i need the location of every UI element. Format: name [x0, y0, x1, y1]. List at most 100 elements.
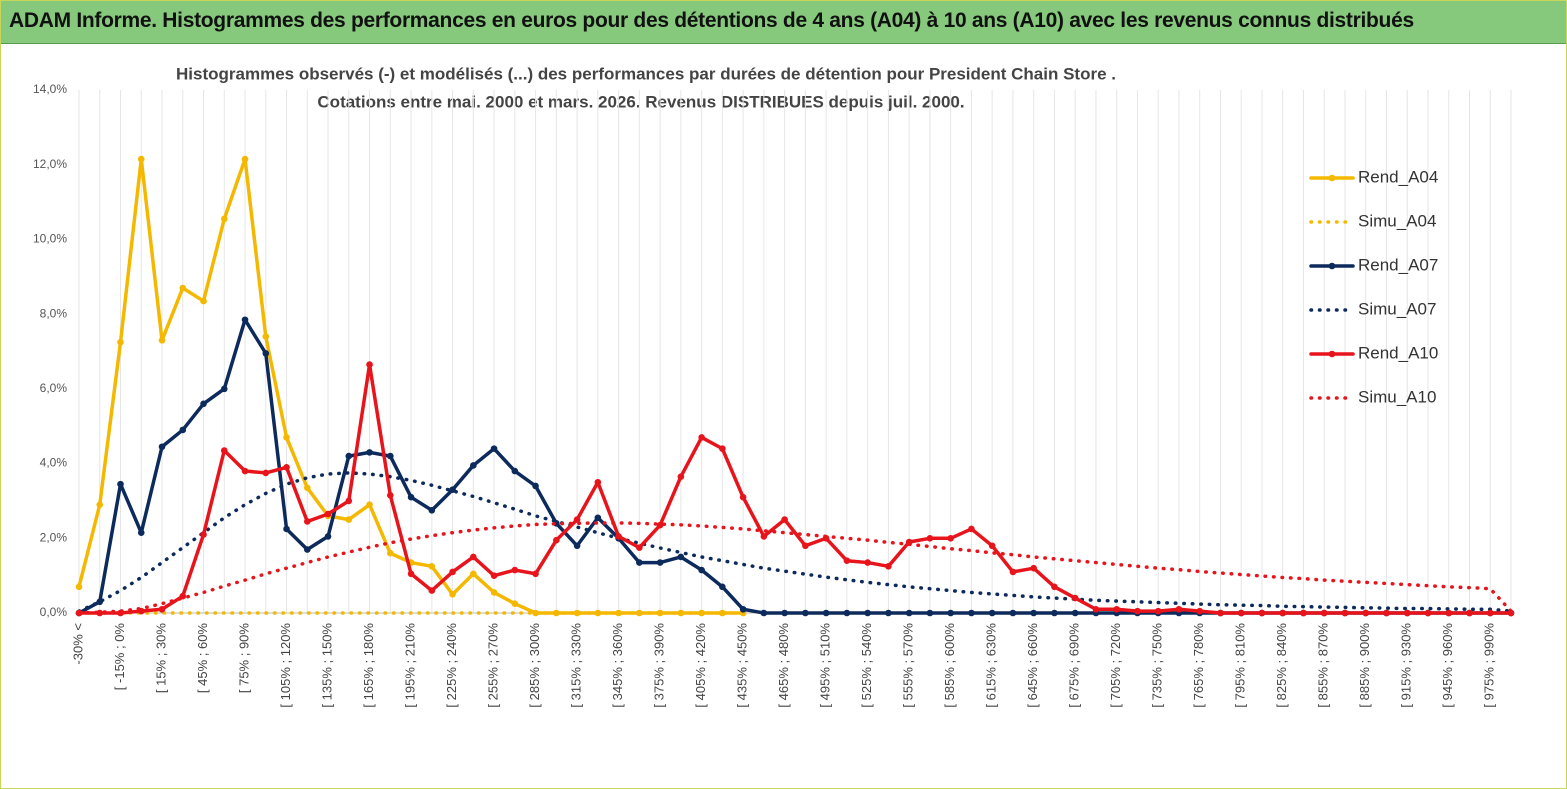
series-marker [428, 587, 436, 594]
series-marker [947, 534, 954, 542]
y-tick-label: 6,0% [40, 381, 68, 395]
series-marker [1092, 605, 1100, 613]
y-tick-label: 8,0% [40, 306, 68, 320]
series-marker [698, 566, 705, 574]
series-marker [511, 566, 519, 574]
series-line [77, 471, 1513, 613]
series-marker [366, 361, 373, 368]
series-marker [428, 506, 436, 514]
legend-label: Simu_A04 [1358, 211, 1436, 230]
x-tick-label: [ 915% ; 930% [1399, 623, 1414, 708]
x-tick-label: [ 225% ; 240% [444, 623, 459, 708]
series-marker [885, 563, 892, 570]
series-marker [1030, 564, 1037, 572]
series-marker [96, 501, 104, 508]
x-tick-label: [ 15% ; 30% [153, 623, 168, 694]
series-marker [760, 609, 768, 617]
series-marker [1424, 609, 1432, 617]
series-marker [532, 482, 539, 490]
series-marker [1175, 605, 1183, 613]
series-marker [158, 336, 166, 344]
series-marker [988, 609, 996, 617]
series-marker [739, 605, 747, 613]
series-marker [449, 591, 456, 598]
series-marker [1486, 609, 1494, 617]
series-line [77, 362, 1513, 615]
series-marker [220, 447, 228, 454]
x-tick-label: [ 465% ; 480% [776, 623, 791, 708]
series-marker [428, 563, 436, 570]
x-tick-label: [ -15% ; 0% [112, 623, 127, 691]
series-marker [1362, 609, 1370, 617]
series-marker [1217, 609, 1224, 617]
x-tick-label: [ 375% ; 390% [652, 623, 667, 708]
series-marker [926, 534, 934, 542]
legend-marker [1328, 262, 1336, 270]
series-marker [262, 333, 270, 340]
series-marker [303, 484, 311, 492]
y-tick-label: 12,0% [33, 157, 67, 171]
x-tick-label: [ 735% ; 750% [1150, 623, 1165, 708]
series-marker [1237, 609, 1245, 617]
series-marker [1279, 609, 1287, 617]
x-tick-label: [ 105% ; 120% [278, 623, 293, 708]
x-tick-label: [ 255% ; 270% [486, 623, 501, 708]
series-line [77, 317, 1513, 615]
legend-label: Rend_A07 [1358, 255, 1438, 274]
x-tick-label: [ 945% ; 960% [1440, 623, 1455, 708]
series-marker [200, 531, 207, 538]
series-marker [1009, 568, 1017, 576]
series-marker [864, 559, 871, 566]
series-marker [656, 559, 664, 566]
x-tick-label: -30% < [70, 623, 85, 665]
series-marker [802, 609, 809, 617]
x-tick-label: [ 435% ; 450% [735, 623, 750, 708]
x-tick-label: [ 855% ; 870% [1316, 623, 1331, 708]
series-marker [1341, 609, 1349, 617]
series-marker [470, 462, 477, 469]
series-marker [1030, 609, 1037, 617]
series-marker [470, 553, 477, 561]
series-marker [781, 609, 788, 617]
x-tick-label: [ 615% ; 630% [984, 623, 999, 708]
series-marker [677, 553, 685, 561]
series-marker [490, 572, 498, 579]
series-marker [345, 452, 353, 460]
series-marker [968, 609, 975, 617]
x-tick-label: [ 195% ; 210% [402, 623, 417, 708]
series-marker [262, 350, 270, 357]
legend-label: Simu_A10 [1358, 387, 1436, 406]
series-marker [1320, 609, 1328, 617]
x-tick-label: [ 975% ; 990% [1482, 623, 1497, 708]
series-marker [1071, 609, 1079, 617]
legend-label: Rend_A04 [1358, 167, 1438, 186]
series-marker [262, 469, 270, 477]
series-marker [345, 516, 353, 523]
series-marker [1134, 607, 1141, 615]
series-marker [988, 542, 996, 550]
x-tick-label: [ 765% ; 780% [1191, 623, 1206, 708]
series-marker [324, 533, 332, 540]
series-marker [241, 155, 249, 163]
series-marker [553, 536, 560, 544]
series-marker [719, 583, 726, 591]
series-marker [283, 525, 290, 533]
series-marker [1071, 594, 1079, 602]
series-marker [1403, 609, 1411, 617]
x-tick-label: [ 165% ; 180% [361, 623, 376, 708]
series-marker [615, 609, 622, 617]
series-marker [719, 445, 726, 452]
x-tick-label: [ 885% ; 900% [1357, 623, 1372, 708]
series-marker [594, 514, 602, 522]
series-marker [241, 316, 249, 324]
series-marker [802, 542, 809, 550]
x-tick-label: [ 585% ; 600% [942, 623, 957, 708]
x-tick-label: [ 75% ; 90% [236, 623, 251, 694]
series-marker [137, 529, 145, 536]
legend-marker [1328, 174, 1336, 182]
series-marker [366, 501, 373, 508]
series-marker [615, 533, 622, 540]
series-marker [905, 609, 913, 617]
series-marker [387, 492, 394, 499]
